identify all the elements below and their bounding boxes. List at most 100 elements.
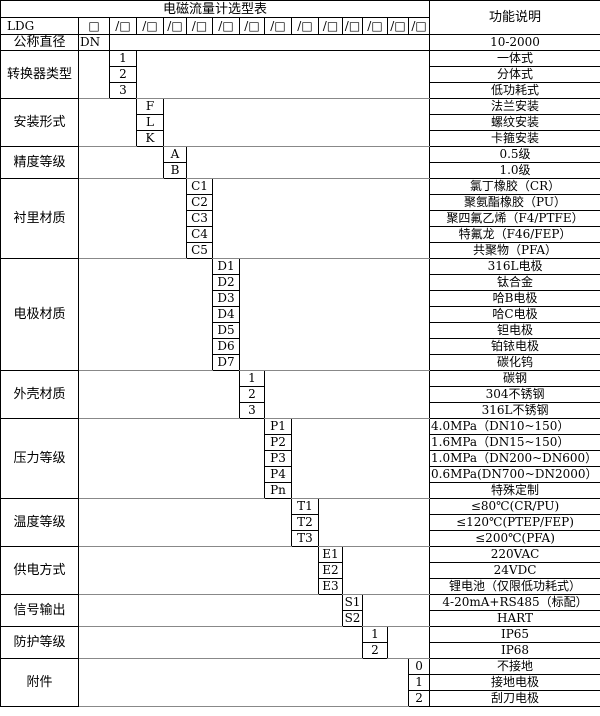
blank-cell (78, 658, 409, 707)
option-description: 0.6MPa(DN700~DN2000） (429, 466, 600, 483)
option-code: E1 (318, 546, 343, 563)
option-description: 法兰安装 (429, 98, 600, 115)
option-description: IP65 (429, 626, 600, 643)
option-code: L (136, 114, 164, 131)
option-row: E2 24VDC (1, 562, 600, 579)
group-label: 电极材质 (0, 258, 79, 371)
option-code: A (163, 146, 187, 163)
option-code: C5 (186, 242, 213, 259)
option-description: 1.0级 (429, 162, 600, 179)
group-label: 压力等级 (0, 418, 79, 499)
option-code: F (136, 98, 164, 115)
blank-cell (78, 498, 292, 547)
option-code: S1 (342, 594, 363, 611)
group-label: 转换器类型 (0, 50, 79, 99)
option-code: D3 (212, 290, 240, 307)
group-label: 温度等级 (0, 498, 79, 547)
option-row: 温度等级 T1 ≤80℃(CR/PU) (0, 498, 600, 547)
option-description: 刮刀电极 (429, 690, 600, 707)
blank-cell (162, 98, 431, 147)
option-code: T3 (291, 530, 319, 547)
title-row: 电磁流量计选型表 功能说明 (0, 0, 600, 35)
option-code: T1 (291, 498, 319, 515)
option-description: 0.5级 (429, 146, 600, 163)
option-row: 精度等级 A 0.5级 (0, 146, 600, 179)
model-box: /□ (407, 17, 431, 35)
group-label: 防护等级 (0, 626, 79, 659)
option-description: 特殊定制 (429, 482, 600, 499)
option-code: D6 (212, 338, 240, 355)
option-code: D2 (212, 274, 240, 291)
option-code: S2 (342, 610, 363, 627)
option-code: B (163, 162, 187, 179)
blank-cell (290, 418, 431, 499)
option-row: 外壳材质 1 碳钢 (0, 370, 600, 419)
model-box: /□ (387, 17, 409, 35)
option-description: 一体式 (429, 50, 600, 67)
table-title: 电磁流量计选型表 (0, 0, 431, 18)
option-description: 碳化钨 (429, 354, 600, 371)
option-description: ≤200℃(PFA) (429, 530, 600, 547)
option-description: 316L不锈钢 (429, 402, 600, 419)
option-code: 2 (407, 690, 431, 707)
group-label: 衬里材质 (0, 178, 79, 259)
option-code: 1 (109, 50, 137, 67)
option-description: 1.0MPa（DN200~DN600） (429, 450, 600, 467)
option-code: D5 (212, 322, 240, 339)
blank-cell (341, 546, 431, 595)
option-row: 1 接地电极 (1, 674, 600, 691)
option-code: D4 (212, 306, 240, 323)
option-code: C3 (186, 210, 213, 227)
blank-cell (211, 178, 431, 259)
option-description: 1.6MPa（DN15~150） (429, 434, 600, 451)
option-row: 压力等级 P1 4.0MPa（DN10~150） (0, 418, 600, 499)
model-box: /□ (163, 17, 187, 35)
blank-cell (185, 146, 431, 179)
option-code: 2 (109, 66, 137, 83)
option-description: 220VAC (429, 546, 600, 563)
blank-cell (78, 146, 164, 179)
option-row: 电极材质 D1 316L电极 (0, 258, 600, 371)
blank-cell (317, 498, 431, 547)
option-description: 不接地 (429, 658, 600, 675)
option-description: 铂铱电极 (429, 338, 600, 355)
option-description: 接地电极 (429, 674, 600, 691)
group-label: 公称直径 (0, 34, 79, 51)
option-description: IP68 (429, 642, 600, 659)
option-code: C1 (186, 178, 213, 195)
option-code: 2 (239, 386, 265, 403)
option-description: ≤120℃(PTEP/FEP) (429, 514, 600, 531)
option-code: E2 (318, 562, 343, 579)
option-description: 4.0MPa（DN10~150） (429, 418, 600, 435)
model-box: /□ (362, 17, 388, 35)
option-code: 1 (239, 370, 265, 387)
option-description: 锂电池（仅限低功耗式） (429, 578, 600, 595)
option-description: 共聚物（PFA） (429, 242, 600, 259)
blank-cell (263, 370, 431, 419)
group-label: 供电方式 (0, 546, 79, 595)
model-box: /□ (239, 17, 265, 35)
option-code: C4 (186, 226, 213, 243)
option-row: 衬里材质 C1 氯丁橡胶（CR） (0, 178, 600, 259)
blank-cell (361, 594, 431, 627)
option-code: C2 (186, 194, 213, 211)
option-row: P3 1.0MPa（DN200~DN600） (1, 450, 600, 467)
option-row: 转换器类型 1 一体式 (0, 50, 600, 99)
option-code: T2 (291, 514, 319, 531)
option-row: S2 HART (1, 610, 600, 627)
blank-cell (78, 418, 265, 499)
blank-cell (78, 546, 319, 595)
option-description: 卡箍安装 (429, 130, 600, 147)
blank-cell (78, 594, 343, 627)
option-code: 3 (109, 82, 137, 99)
option-code: 3 (239, 402, 265, 419)
model-box: /□ (291, 17, 319, 35)
option-description: 24VDC (429, 562, 600, 579)
option-description: 聚四氟乙烯（F4/PTFE） (429, 210, 600, 227)
blank-cell (238, 258, 431, 371)
option-row: T3 ≤200℃(PFA) (1, 530, 600, 547)
option-row: 供电方式 E1 220VAC (0, 546, 600, 595)
option-row: C2 聚氨酯橡胶（PU） (1, 194, 600, 211)
function-header: 功能说明 (429, 0, 600, 35)
option-row: B 1.0级 (1, 162, 600, 179)
